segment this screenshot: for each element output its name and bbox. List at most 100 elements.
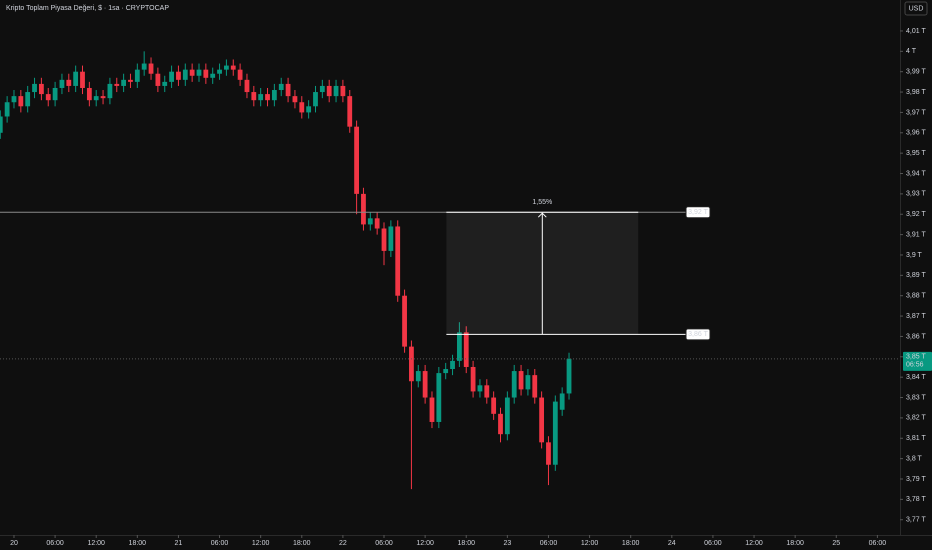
candle-body [121, 79, 127, 86]
currency-button[interactable] [904, 1, 928, 16]
candle-body [18, 96, 24, 107]
last-price-countdown: 06:56 [906, 362, 924, 369]
x-tick-label: 06:00 [211, 540, 229, 547]
x-tick-label: 18:00 [293, 540, 311, 547]
candle-body [340, 85, 346, 97]
candle-body [525, 375, 531, 390]
y-tick-label: 3,87 T [906, 313, 926, 320]
candle-body [388, 226, 394, 251]
candle-body [4, 102, 10, 117]
y-tick-label: 3,99 T [906, 69, 926, 76]
x-tick-label: 21 [175, 540, 183, 547]
candle-body [395, 226, 401, 296]
candle-body [258, 94, 264, 101]
candle-body [306, 106, 312, 113]
candle-body [566, 358, 572, 394]
candle-body [93, 96, 99, 101]
candle-body [114, 83, 120, 86]
y-tick-label: 3,9 T [906, 252, 923, 259]
candle-body [292, 96, 298, 103]
candle-body [25, 92, 31, 107]
candle-body [38, 83, 44, 95]
candle-body [278, 83, 284, 91]
candle-body [66, 79, 72, 86]
x-tick-label: 06:00 [704, 540, 722, 547]
x-tick-label: 22 [339, 540, 347, 547]
candle-body [73, 71, 79, 86]
candle-body [504, 397, 510, 435]
candle-body [169, 71, 174, 82]
y-tick-label: 3,82 T [906, 415, 926, 422]
candle-body [498, 413, 503, 435]
x-tick-label: 12:00 [252, 540, 270, 547]
x-tick-label: 12:00 [745, 540, 763, 547]
candle-body [477, 385, 483, 392]
candle-body [367, 218, 373, 225]
last-price-box [903, 351, 932, 371]
candle-body [559, 393, 565, 410]
y-tick-label: 3,8 T [906, 455, 923, 462]
y-tick-label: 3,78 T [906, 496, 926, 503]
candle-body [237, 69, 243, 80]
candle-body [0, 116, 3, 133]
candle-body [402, 295, 407, 347]
candle-body [203, 69, 209, 78]
y-tick-label: 3,92 T [906, 211, 926, 218]
y-tick-label: 4,01 T [906, 28, 926, 35]
candle-body [134, 69, 140, 82]
candle-body [45, 94, 51, 101]
candle-body [415, 371, 421, 382]
candle-body [361, 193, 366, 225]
y-tick-label: 3,77 T [906, 517, 926, 524]
candle-body [456, 332, 462, 361]
candle-body [450, 360, 455, 370]
candle-body [230, 65, 236, 70]
measure-arrow-head [537, 212, 547, 218]
y-tick-label: 3,97 T [906, 109, 926, 116]
candle-body [436, 373, 442, 422]
candle-body [251, 92, 257, 101]
y-tick-label: 3,84 T [906, 374, 926, 381]
candle-body [354, 126, 359, 194]
candle-body [59, 79, 65, 88]
x-tick-label: 06:00 [540, 540, 558, 547]
y-tick-label: 3,79 T [906, 476, 926, 483]
candle-body [511, 371, 517, 398]
x-tick-label: 06:00 [375, 540, 393, 547]
candle-body [319, 85, 325, 93]
y-tick-label: 3,88 T [906, 293, 926, 300]
candle-body [532, 375, 538, 398]
y-tick-label: 3,91 T [906, 231, 926, 238]
x-tick-label: 24 [668, 540, 676, 547]
currency-label[interactable]: USD [909, 5, 924, 12]
y-tick-label: 3,89 T [906, 272, 926, 279]
y-tick-label: 3,94 T [906, 170, 926, 177]
measure-price-label: 3,92 T [688, 209, 708, 216]
x-tick-label: 18:00 [457, 540, 475, 547]
candle-body [429, 397, 435, 422]
candle-body [196, 69, 202, 76]
y-tick-label: 3,95 T [906, 150, 926, 157]
x-tick-label: 25 [832, 540, 840, 547]
x-tick-label: 12:00 [87, 540, 105, 547]
candle-body [162, 81, 168, 86]
y-tick-label: 4 T [906, 48, 917, 55]
x-tick-label: 06:00 [869, 540, 887, 547]
candle-body [148, 63, 154, 74]
x-tick-label: 23 [503, 540, 511, 547]
y-tick-label: 3,96 T [906, 130, 926, 137]
candle-body [484, 385, 490, 398]
measure-label: 1,55% [532, 199, 552, 206]
candle-body [271, 90, 277, 101]
candle-body [107, 83, 113, 99]
candle-body [374, 218, 380, 229]
candle-body [32, 83, 37, 93]
candle-body [463, 332, 469, 367]
candle-body [176, 71, 181, 80]
measure-price-box [685, 206, 711, 219]
candle-body [552, 401, 558, 465]
candle-body [244, 79, 250, 93]
candle-body [155, 73, 161, 86]
candle-body [52, 87, 58, 101]
